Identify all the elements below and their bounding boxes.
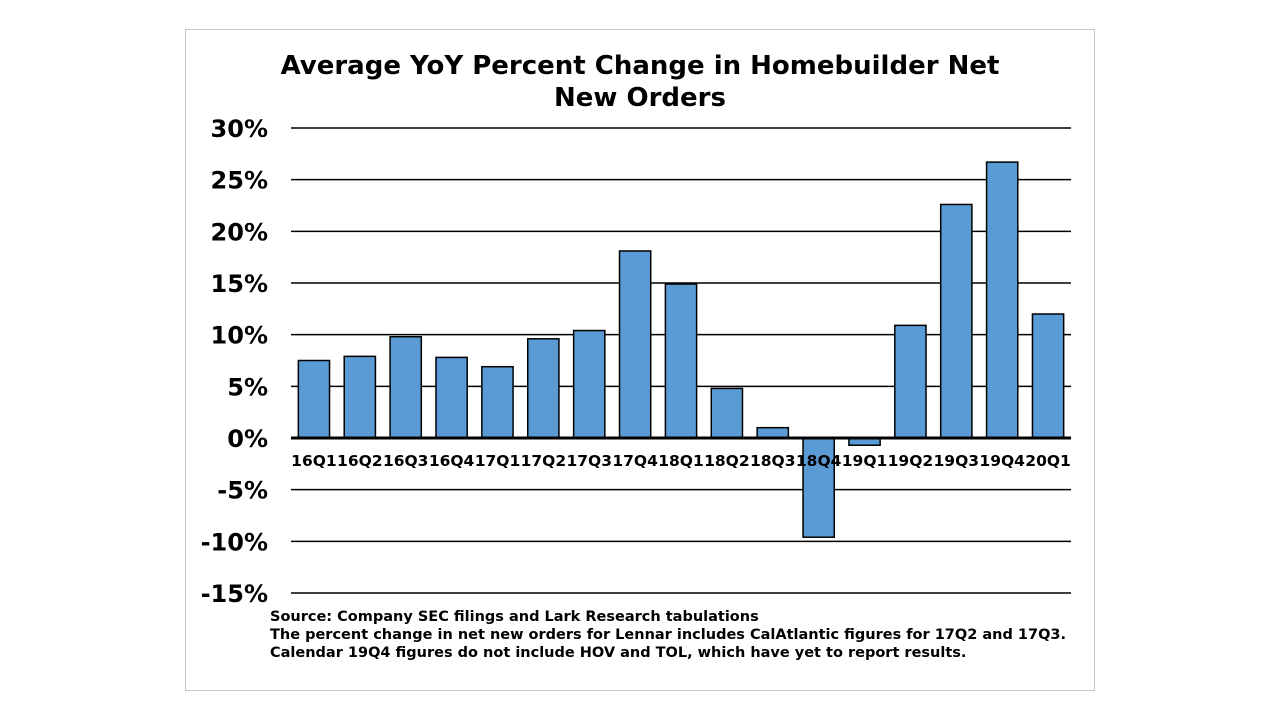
- y-tick-label: 20%: [211, 218, 268, 246]
- y-tick-label: -5%: [217, 477, 268, 505]
- x-tick-label: 17Q4: [612, 452, 658, 470]
- bar-17Q3: [572, 329, 606, 439]
- bar-16Q1: [297, 359, 331, 439]
- bar-17Q1: [481, 365, 514, 439]
- y-tick-label: 10%: [211, 322, 268, 350]
- y-tick-label: 15%: [211, 270, 268, 298]
- y-tick-label: 30%: [211, 115, 268, 143]
- y-tick-label: 0%: [227, 425, 268, 453]
- calendar-note: Calendar 19Q4 figures do not include HOV…: [270, 645, 967, 661]
- x-tick-label: 17Q1: [475, 452, 521, 470]
- bar-18Q1: [664, 283, 698, 439]
- bar-17Q4: [618, 250, 652, 439]
- bars: [297, 161, 1065, 538]
- x-axis-labels: 16Q1 16Q2 16Q3 16Q4 17Q1 17Q2 17Q3 17Q4 18Q1 18Q2…: [291, 452, 1071, 470]
- bar-17Q2: [527, 338, 560, 439]
- y-tick-label: 25%: [211, 167, 268, 195]
- x-tick-label: 18Q1: [658, 452, 704, 470]
- x-tick-label: 16Q1: [291, 452, 337, 470]
- source-note: Source: Company SEC filings and Lark Res…: [270, 609, 759, 625]
- bar-18Q4: [802, 437, 835, 538]
- bar-19Q2: [894, 324, 927, 439]
- bar-16Q2: [343, 355, 377, 439]
- x-tick-label: 19Q1: [842, 452, 888, 470]
- bar-16Q4: [435, 356, 468, 439]
- x-tick-label: 18Q4: [796, 452, 842, 470]
- y-tick-label: -15%: [201, 580, 268, 608]
- bar-18Q2: [710, 387, 744, 439]
- y-tick-label: 5%: [227, 373, 268, 401]
- y-axis-labels: 30% 25% 20% 15% 10% 5% 0% -5% -10% -15%: [201, 115, 268, 608]
- bar-19Q3: [939, 203, 973, 439]
- chart-title: Average YoY Percent Change in Homebuilde…: [185, 50, 1095, 114]
- x-tick-label: 20Q1: [1025, 452, 1071, 470]
- y-tick-label: -10%: [201, 528, 268, 556]
- bar-18Q3: [756, 426, 790, 439]
- x-tick-label: 18Q2: [704, 452, 750, 470]
- bar-19Q4: [985, 161, 1019, 439]
- chart-title-line-1: Average YoY Percent Change in Homebuilde…: [280, 51, 1000, 81]
- x-tick-label: 16Q2: [337, 452, 383, 470]
- bar-20Q1: [1031, 313, 1065, 439]
- x-tick-label: 16Q4: [429, 452, 475, 470]
- x-tick-label: 19Q2: [888, 452, 934, 470]
- x-tick-label: 19Q4: [979, 452, 1025, 470]
- lennar-note: The percent change in net new orders for…: [270, 627, 1066, 643]
- x-tick-label: 17Q2: [521, 452, 567, 470]
- x-tick-label: 19Q3: [934, 452, 980, 470]
- footnotes: Source: Company SEC filings and Lark Res…: [270, 608, 1070, 662]
- bar-16Q3: [389, 335, 423, 439]
- x-tick-label: 17Q3: [566, 452, 612, 470]
- x-tick-label: 18Q3: [750, 452, 796, 470]
- chart-title-line-2: New Orders: [554, 83, 726, 113]
- x-tick-label: 16Q3: [383, 452, 429, 470]
